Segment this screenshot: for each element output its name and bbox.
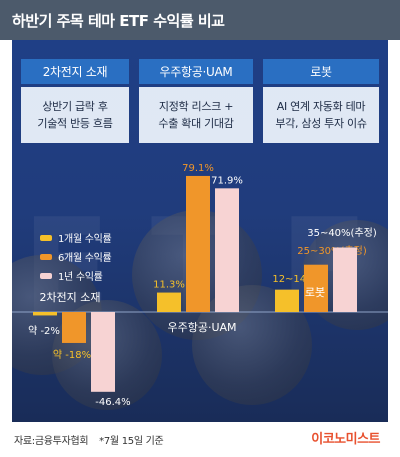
footer-source: 자료:금융투자협회 *7월 15일 기준: [14, 432, 164, 447]
category-label: 2차전지 소재: [39, 291, 100, 304]
theme-desc-line: 수출 확대 기대감: [158, 117, 234, 130]
legend-label: 6개월 수익률: [58, 253, 112, 264]
note-text: *7월 15일 기준: [99, 436, 164, 447]
theme-desc-aerospace: 지정학 리스크 + 수출 확대 기대감: [139, 87, 253, 143]
data-label: 35~40%(추정): [307, 227, 377, 239]
legend-swatch: [40, 234, 52, 241]
bar: [275, 289, 299, 312]
legend-label: 1년 수익률: [58, 272, 103, 283]
theme-desc-line: 기술적 반등 흐름: [37, 117, 113, 130]
theme-header-battery: 2차전지 소재: [21, 59, 129, 84]
data-label: 11.3%: [153, 280, 185, 291]
bar: [333, 247, 357, 312]
data-label: 약 -2%: [28, 325, 60, 337]
data-label: 71.9%: [211, 175, 243, 186]
theme-header-robot: 로봇: [263, 59, 379, 84]
theme-desc-line: AI 연계 자동화 테마: [276, 100, 366, 113]
theme-desc-line: 지정학 리스크 +: [158, 100, 234, 113]
legend-item: 1개월 수익률: [40, 228, 112, 247]
chart-title: 하반기 주목 테마 ETF 수익률 비교: [0, 0, 400, 40]
data-label: -46.4%: [95, 397, 130, 408]
bar: [33, 312, 57, 316]
legend-item: 1년 수익률: [40, 266, 111, 285]
bar: [304, 264, 328, 312]
legend-swatch: [40, 272, 52, 279]
theme-desc-battery: 상반기 급락 후 기술적 반등 흐름: [21, 87, 129, 143]
data-label: 약 -18%: [53, 349, 91, 361]
data-label: 79.1%: [182, 163, 214, 174]
theme-header-aerospace: 우주항공·UAM: [139, 59, 253, 84]
category-label: 로봇: [305, 286, 325, 299]
source-text: 자료:금융투자협회: [14, 436, 89, 447]
category-label: 우주항공·UAM: [167, 321, 236, 334]
chart-panel: ETF 2차전지 소재 우주항공·UAM 로봇 상반기 급락 후 기술적 반등 …: [12, 40, 388, 422]
legend-label: 1개월 수익률: [58, 234, 112, 245]
legend: 1개월 수익률 6개월 수익률 1년 수익률: [40, 228, 112, 285]
legend-swatch: [40, 253, 52, 260]
bar: [91, 312, 115, 392]
legend-item: 6개월 수익률: [40, 247, 112, 266]
theme-desc-line: 부각, 삼성 투자 이슈: [275, 117, 367, 130]
bar-chart: 약 -2% 약 -18% -46.4% 2차전지 소재 11.3% 79.1%71.9% 우…: [12, 163, 388, 408]
theme-desc-line: 상반기 급락 후: [42, 100, 108, 113]
theme-desc-robot: AI 연계 자동화 테마 부각, 삼성 투자 이슈: [263, 87, 379, 143]
data-label: 12~14%: [272, 274, 315, 285]
bar: [157, 292, 181, 312]
bar: [186, 175, 210, 312]
brand-logo: 이코노미스트: [311, 432, 380, 447]
bar: [215, 188, 239, 312]
bar: [62, 312, 86, 343]
